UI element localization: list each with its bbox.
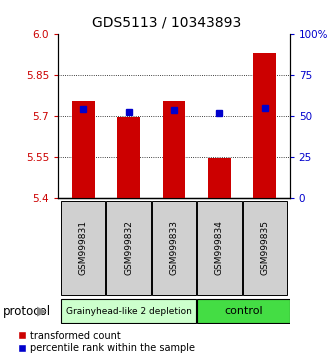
Bar [163, 101, 185, 198]
Bar [72, 101, 95, 198]
Bar [253, 53, 276, 198]
Bar [197, 299, 290, 324]
Text: Grainyhead-like 2 depletion: Grainyhead-like 2 depletion [66, 307, 191, 316]
Bar [197, 201, 242, 295]
Text: GSM999834: GSM999834 [215, 220, 224, 275]
Text: ▶: ▶ [37, 305, 46, 318]
Text: control: control [224, 306, 263, 316]
Text: GDS5113 / 10343893: GDS5113 / 10343893 [92, 16, 241, 30]
Bar [152, 201, 196, 295]
Bar [117, 117, 140, 198]
Bar [61, 201, 106, 295]
Text: GSM999832: GSM999832 [124, 220, 133, 275]
Text: GSM999831: GSM999831 [79, 220, 88, 275]
Text: GSM999833: GSM999833 [169, 220, 178, 275]
Text: GSM999835: GSM999835 [260, 220, 269, 275]
Text: protocol: protocol [3, 305, 52, 318]
Bar [208, 159, 231, 198]
Bar [106, 201, 151, 295]
Legend: transformed count, percentile rank within the sample: transformed count, percentile rank withi… [18, 331, 195, 353]
Bar [61, 299, 196, 324]
Bar [242, 201, 287, 295]
